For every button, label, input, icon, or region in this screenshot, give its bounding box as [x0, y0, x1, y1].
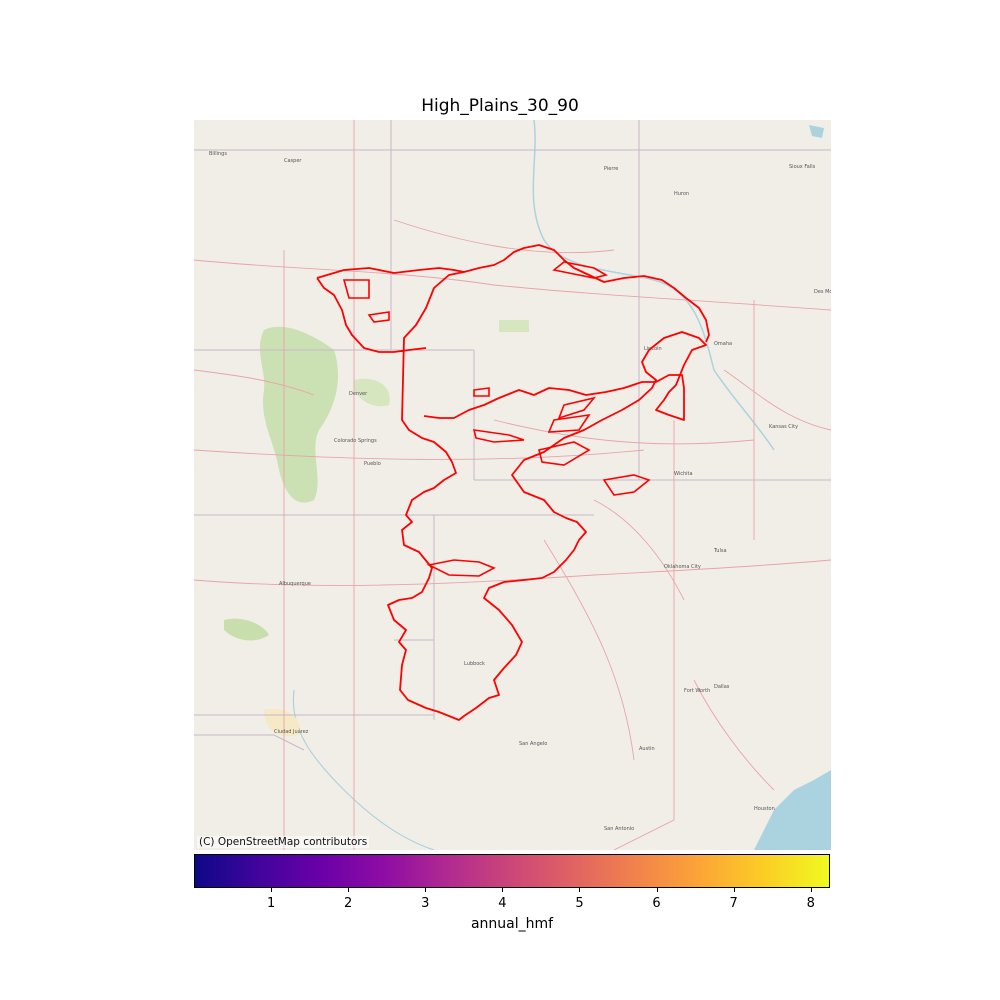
aquifer-spike-6 [426, 559, 496, 577]
svg-text:Casper: Casper [284, 158, 302, 164]
svg-text:Pueblo: Pueblo [364, 461, 381, 467]
aquifer-blob-4 [602, 474, 651, 496]
aquifer-blob-2 [367, 311, 390, 323]
svg-text:Lubbock: Lubbock [464, 661, 485, 667]
svg-text:Ciudad Juárez: Ciudad Juárez [274, 728, 309, 735]
missouri-river [532, 120, 775, 451]
rocky-mountains-forest [259, 326, 339, 503]
colorbar-tick [271, 888, 273, 892]
aquifer-spike-3 [547, 413, 591, 433]
lake-top-right [809, 125, 824, 138]
colorbar-gradient [195, 855, 829, 887]
colorbar-label: annual_hmf [470, 916, 554, 932]
aquifer-blob-3 [342, 279, 370, 299]
aquifer-boundary [316, 244, 710, 721]
colorbar-tick [733, 888, 735, 892]
colorbar-ticks: 1 2 3 4 5 6 7 8 [194, 888, 830, 911]
svg-text:Des Moines: Des Moines [814, 289, 831, 295]
colorbar-tick [810, 888, 812, 892]
colorbar-tick-label: 8 [806, 896, 815, 911]
map-attribution: (C) OpenStreetMap contributors [197, 836, 370, 848]
svg-text:Lincoln: Lincoln [644, 346, 662, 352]
svg-text:Omaha: Omaha [714, 341, 732, 347]
desert-patch [264, 709, 300, 737]
svg-text:Denver: Denver [349, 391, 368, 397]
aquifer-blob-1 [473, 387, 490, 397]
aquifer-spike-1 [552, 261, 609, 279]
svg-text:San Angelo: San Angelo [519, 741, 547, 747]
colorbar-tick-label: 7 [729, 896, 738, 911]
colorbar-tick [579, 888, 581, 892]
svg-text:Sioux Falls: Sioux Falls [789, 164, 816, 170]
map-panel[interactable]: Billings Pierre Huron Sioux Falls Des Mo… [194, 120, 831, 850]
svg-text:Tulsa: Tulsa [713, 548, 727, 554]
colorbar-tick-label: 3 [421, 896, 430, 911]
svg-text:Huron: Huron [674, 191, 689, 197]
forest-patch-3 [499, 320, 529, 332]
basemap-svg: Billings Pierre Huron Sioux Falls Des Mo… [194, 120, 831, 850]
aquifer-spike-5 [472, 429, 525, 443]
svg-text:Kansas City: Kansas City [769, 424, 798, 430]
svg-text:Colorado Springs: Colorado Springs [334, 438, 377, 444]
colorbar [194, 854, 830, 888]
colorbar-tick [502, 888, 504, 892]
colorbar-tick-label: 1 [266, 896, 276, 911]
svg-text:Dallas: Dallas [714, 684, 730, 690]
forest-patch-2 [354, 378, 390, 407]
forest-south [224, 618, 269, 641]
svg-text:Fort Worth: Fort Worth [684, 688, 710, 694]
rio-grande [292, 689, 435, 850]
colorbar-tick-label: 6 [652, 896, 661, 911]
svg-text:Billings: Billings [209, 151, 227, 157]
gulf-water [754, 770, 831, 850]
aquifer-spike-2 [557, 396, 597, 420]
road-network [194, 120, 831, 850]
map-title: High_Plains_30_90 [421, 96, 579, 116]
aquifer-spike-4 [538, 441, 591, 466]
colorbar-tick [348, 888, 350, 892]
colorbar-tick [656, 888, 658, 892]
colorbar-tick-label: 2 [344, 896, 353, 911]
city-labels: Billings Pierre Huron Sioux Falls Des Mo… [209, 151, 831, 832]
svg-text:San Antonio: San Antonio [604, 826, 634, 832]
colorbar-tick [425, 888, 427, 892]
colorbar-tick-label: 4 [498, 896, 507, 911]
svg-text:Wichita: Wichita [674, 471, 693, 477]
svg-text:Oklahoma City: Oklahoma City [664, 564, 701, 570]
svg-text:Houston: Houston [754, 806, 775, 812]
svg-text:Pierre: Pierre [604, 166, 618, 172]
colorbar-tick-label: 5 [575, 896, 584, 911]
svg-text:Austin: Austin [639, 746, 655, 752]
state-boundaries [194, 120, 831, 751]
svg-text:Albuquerque: Albuquerque [279, 581, 311, 587]
